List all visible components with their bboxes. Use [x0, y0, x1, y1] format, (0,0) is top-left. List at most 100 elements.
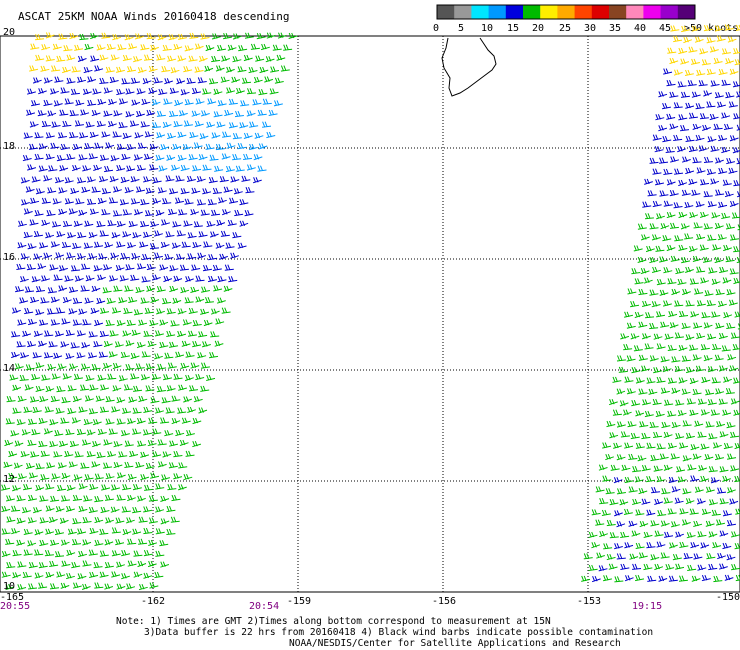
- wind-barb: [60, 417, 70, 424]
- wind-barb: [169, 265, 179, 272]
- wind-barb: [177, 330, 187, 338]
- wind-barb: [27, 540, 37, 547]
- wind-barb: [210, 331, 220, 338]
- wind-barb: [198, 55, 208, 62]
- lat-label-18: 18: [3, 141, 15, 152]
- wind-barb: [116, 397, 126, 404]
- wind-barb: [645, 245, 655, 253]
- wind-barb: [206, 374, 216, 381]
- wind-barb: [1, 484, 11, 491]
- wind-barb: [614, 576, 624, 583]
- wind-barb: [82, 88, 92, 95]
- wind-barb: [183, 474, 193, 481]
- wind-barb: [231, 76, 241, 83]
- wind-barb: [113, 285, 123, 292]
- wind-barb: [246, 110, 256, 117]
- wind-barb: [8, 472, 18, 480]
- wind-barb: [50, 142, 60, 149]
- wind-barb: [47, 287, 57, 294]
- wind-barb: [715, 189, 725, 196]
- wind-barb: [689, 278, 699, 285]
- wind-barb: [605, 454, 614, 461]
- wind-barb: [34, 529, 44, 536]
- wind-barb: [148, 495, 158, 502]
- wind-barb: [145, 187, 155, 194]
- wind-barb: [62, 66, 71, 74]
- wind-barb: [145, 363, 155, 370]
- wind-barb: [664, 333, 674, 340]
- wind-barb: [138, 395, 148, 403]
- wind-barb: [130, 198, 140, 205]
- wind-barb: [76, 352, 86, 359]
- wind-barb: [620, 531, 630, 538]
- wind-barb: [199, 133, 209, 140]
- wind-barb: [722, 475, 731, 482]
- wind-barb: [141, 98, 151, 105]
- wind-barb: [176, 230, 186, 237]
- wind-barb: [103, 462, 113, 469]
- wind-barb: [656, 476, 666, 483]
- wind-barb: [583, 553, 593, 560]
- wind-barb: [24, 286, 35, 293]
- wind-barb: [34, 153, 44, 160]
- wind-barb: [266, 131, 276, 139]
- wind-barb: [172, 143, 182, 150]
- wind-barb: [201, 286, 210, 293]
- wind-barb: [695, 103, 705, 110]
- wind-barb: [79, 33, 89, 41]
- wind-barb: [722, 277, 732, 284]
- wind-barb: [58, 33, 68, 40]
- wind-barb: [177, 55, 187, 62]
- wind-barb: [105, 473, 115, 480]
- wind-barb: [17, 220, 27, 227]
- wind-barb: [135, 186, 146, 193]
- wind-barb: [56, 386, 66, 393]
- wind-barb: [96, 221, 106, 228]
- wind-barb: [40, 297, 50, 304]
- wind-barb: [707, 234, 717, 241]
- wind-barb: [5, 495, 15, 502]
- wind-barb: [730, 465, 740, 472]
- wind-barb: [23, 406, 33, 413]
- wind-barb: [182, 144, 192, 151]
- wind-barb: [122, 231, 132, 238]
- wind-barb: [669, 222, 679, 229]
- wind-barb: [659, 289, 669, 296]
- wind-barb: [27, 517, 37, 524]
- wind-barb: [105, 396, 115, 403]
- wind-barb: [676, 466, 686, 473]
- wind-barb: [17, 584, 27, 591]
- wind-barb: [31, 374, 41, 381]
- wind-barb: [99, 550, 109, 557]
- wind-barb: [640, 234, 650, 241]
- wind-barb: [152, 177, 162, 184]
- wind-barb: [649, 289, 659, 296]
- wind-barb: [179, 439, 189, 446]
- wind-barb: [253, 154, 263, 161]
- wind-barb: [685, 432, 695, 439]
- wind-barb: [136, 342, 146, 349]
- wind-barb: [158, 88, 168, 95]
- wind-barb: [35, 362, 45, 369]
- wind-barb: [174, 197, 185, 204]
- wind-barb: [39, 396, 49, 403]
- wind-barb: [654, 563, 664, 571]
- colorbar-swatch: [540, 5, 558, 19]
- wind-barb: [663, 267, 673, 274]
- wind-barb: [736, 256, 740, 264]
- lat-labels: 20 18 16 14 12 10: [3, 27, 15, 592]
- wind-barb: [726, 520, 736, 527]
- wind-barb: [115, 539, 125, 546]
- wind-barb: [652, 168, 662, 175]
- wind-barb: [678, 47, 688, 55]
- wind-barb: [142, 78, 152, 85]
- wind-barb: [638, 388, 648, 395]
- wind-barb: [649, 223, 659, 230]
- colorbar-swatch: [454, 5, 472, 19]
- wind-barb: [193, 221, 203, 228]
- wind-barb: [172, 221, 182, 228]
- wind-barb: [152, 451, 162, 458]
- wind-barb: [612, 376, 622, 383]
- wind-barb: [192, 165, 202, 172]
- wind-barb: [681, 388, 691, 395]
